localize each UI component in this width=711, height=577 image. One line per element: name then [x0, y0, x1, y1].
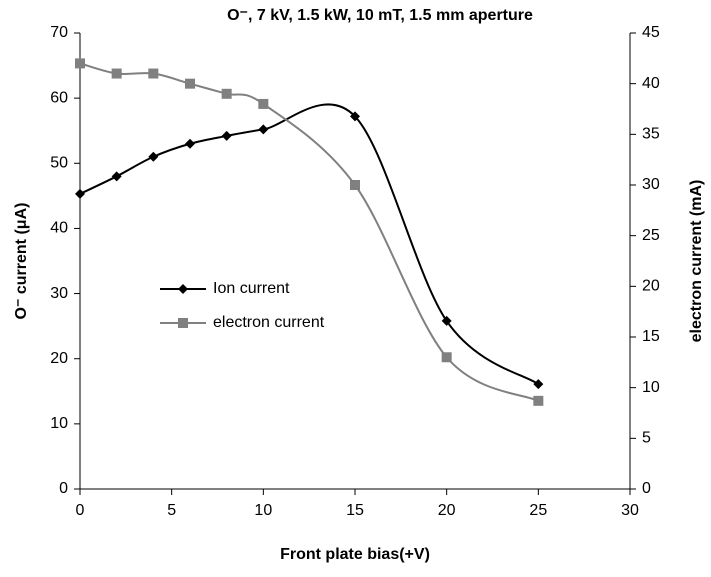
- y-tick-label: 10: [50, 415, 68, 432]
- x-tick-label: 25: [529, 502, 547, 519]
- data-point: [258, 124, 269, 135]
- x-tick-label: 10: [254, 502, 272, 519]
- data-point: [258, 98, 269, 109]
- y2-tick-label: 30: [642, 176, 660, 193]
- y2-tick-label: 45: [642, 24, 660, 41]
- y2-tick-label: 15: [642, 328, 660, 345]
- y-tick-label: 30: [50, 285, 68, 302]
- data-point: [185, 138, 195, 149]
- data-point: [533, 395, 544, 406]
- x-tick-label: 5: [167, 502, 176, 519]
- y2-tick-label: 35: [642, 126, 660, 143]
- data-point: [148, 151, 159, 162]
- chart-title: O⁻, 7 kV, 1.5 kW, 10 mT, 1.5 mm aperture: [227, 7, 533, 24]
- x-axis-label: Front plate bias(+V): [280, 546, 430, 563]
- legend-label: electron current: [213, 314, 325, 331]
- series-line: [79, 62, 539, 402]
- data-point: [221, 88, 232, 99]
- data-point: [148, 68, 159, 79]
- y-tick-label: 40: [50, 220, 68, 237]
- data-point: [350, 180, 360, 190]
- y2-axis-label: electron current (mA): [688, 180, 705, 343]
- series-line: [79, 103, 539, 385]
- legend-marker: [178, 318, 188, 328]
- y-tick-label: 60: [50, 89, 68, 106]
- y-tick-label: 70: [50, 24, 68, 41]
- y-tick-label: 0: [59, 480, 68, 497]
- legend-label: Ion current: [213, 280, 290, 297]
- y-axis-label: O⁻ current (μA): [13, 203, 30, 320]
- y2-tick-label: 10: [642, 379, 660, 396]
- data-point: [185, 78, 195, 89]
- x-tick-label: 0: [76, 502, 85, 519]
- data-point: [221, 130, 232, 141]
- data-point: [111, 68, 122, 79]
- y-tick-label: 20: [50, 350, 68, 367]
- y-tick-label: 50: [50, 155, 68, 172]
- x-tick-label: 20: [438, 502, 456, 519]
- data-point: [441, 352, 452, 363]
- y2-tick-label: 0: [642, 480, 651, 497]
- data-point: [441, 315, 452, 326]
- data-point: [75, 58, 85, 69]
- y2-tick-label: 20: [642, 278, 660, 295]
- y2-tick-label: 40: [642, 75, 660, 92]
- y2-tick-label: 25: [642, 227, 660, 244]
- legend-marker: [178, 284, 188, 294]
- data-point: [350, 111, 360, 122]
- y2-tick-label: 5: [642, 430, 651, 447]
- data-point: [111, 171, 122, 182]
- data-point: [533, 379, 544, 390]
- data-point: [75, 188, 85, 199]
- x-tick-label: 15: [346, 502, 364, 519]
- x-tick-label: 30: [621, 502, 639, 519]
